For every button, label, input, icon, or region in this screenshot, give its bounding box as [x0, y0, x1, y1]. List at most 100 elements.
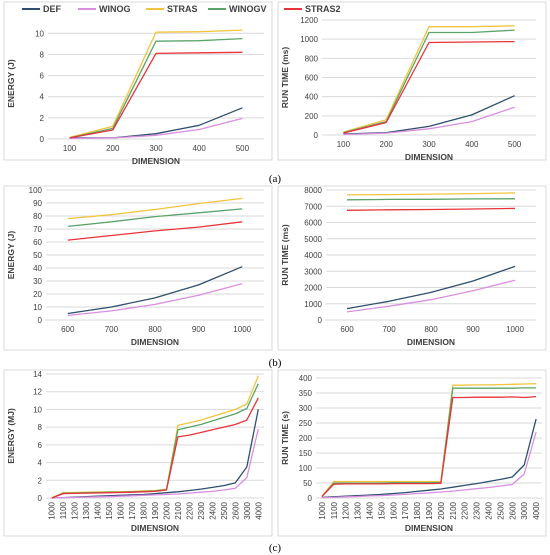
caption-a: (a) — [269, 173, 282, 185]
series-line-winogv — [321, 387, 537, 497]
x-tick-label: 1800 — [413, 501, 422, 519]
x-tick-label: 4000 — [532, 501, 541, 519]
x-tick-label: 1400 — [94, 501, 103, 519]
y-tick-label: 350 — [299, 389, 313, 398]
x-tick-label: 1300 — [82, 501, 91, 519]
series-line-winog — [51, 428, 259, 499]
y-tick-label: 0 — [308, 494, 313, 503]
y-tick-label: 20 — [33, 290, 42, 299]
x-tick-label: 2000 — [162, 501, 171, 519]
legend-item-stras2: STRAS2 — [284, 4, 341, 14]
x-tick-label: 2400 — [208, 501, 217, 519]
y-tick-label: 100 — [29, 186, 43, 195]
x-tick-label: 2400 — [484, 501, 493, 519]
y-tick-label: 30 — [33, 277, 42, 286]
x-tick-label: 100 — [337, 140, 351, 149]
series-line-def — [67, 266, 243, 315]
y-tick-label: 6 — [38, 441, 43, 450]
series-line-stras2 — [51, 397, 259, 499]
x-tick-label: 1600 — [117, 501, 126, 519]
series-line-stras — [69, 29, 243, 139]
y-tick-label: 6000 — [304, 219, 322, 228]
series-line-def — [346, 265, 516, 310]
x-tick-label: 700 — [105, 325, 119, 334]
x-tick-label: 4000 — [254, 501, 263, 519]
y-tick-label: 0 — [40, 135, 45, 144]
series-line-stras — [346, 192, 516, 196]
x-axis-title: DIMENSION — [131, 523, 179, 533]
y-tick-label: 0 — [38, 494, 43, 503]
panel-frame — [277, 1, 547, 161]
x-tick-label: 700 — [382, 325, 396, 334]
y-tick-label: 10 — [35, 29, 44, 38]
x-tick-label: 2100 — [174, 501, 183, 519]
y-tick-label: 40 — [33, 264, 42, 273]
y-tick-label: 300 — [299, 404, 313, 413]
x-tick-label: 100 — [63, 144, 77, 153]
x-tick-label: 1600 — [389, 501, 398, 519]
x-tick-label: 1700 — [401, 501, 410, 519]
legend-item-winogv: WINOGV — [208, 4, 267, 14]
y-tick-label: 4 — [40, 93, 45, 102]
legend-label: STRAS2 — [305, 4, 341, 14]
y-tick-label: 0 — [318, 316, 323, 325]
x-tick-label: 1900 — [151, 501, 160, 519]
series-line-winogv — [67, 208, 243, 228]
y-tick-label: 80 — [33, 212, 42, 221]
x-tick-label: 600 — [61, 325, 75, 334]
caption-b: (b) — [269, 357, 282, 369]
y-tick-label: 14 — [33, 370, 42, 379]
series-line-stras — [321, 383, 537, 497]
x-tick-label: 2300 — [197, 501, 206, 519]
x-tick-label: 1000 — [48, 501, 57, 519]
y-tick-label: 7000 — [304, 202, 322, 211]
series-line-winogv — [343, 29, 515, 134]
legend-label: WINOG — [99, 4, 131, 14]
x-tick-label: 400 — [465, 140, 479, 149]
y-tick-label: 800 — [305, 54, 319, 63]
panel-frame — [3, 369, 273, 537]
y-tick-label: 0 — [38, 316, 43, 325]
caption-c: (c) — [269, 542, 282, 554]
x-tick-label: 1200 — [342, 501, 351, 519]
series-line-winog — [67, 282, 243, 317]
y-tick-label: 0 — [314, 131, 319, 140]
chart-panel-6: 0 50 100 150 200 250 300 350 400 1000 1100 1200 1300… — [277, 369, 547, 537]
x-tick-label: 3000 — [520, 501, 529, 519]
legend-item-def: DEF — [22, 4, 62, 14]
x-tick-label: 1200 — [71, 501, 80, 519]
y-tick-label: 50 — [303, 479, 312, 488]
x-axis-title: DIMENSION — [405, 152, 453, 162]
x-tick-label: 2200 — [185, 501, 194, 519]
y-tick-label: 3000 — [304, 267, 322, 276]
y-axis-title: ENERGY (J) — [6, 231, 16, 280]
y-tick-label: 90 — [33, 199, 42, 208]
x-tick-label: 500 — [508, 140, 522, 149]
x-tick-label: 2500 — [496, 501, 505, 519]
y-axis-title: RUN TIME (ms) — [280, 224, 290, 286]
x-axis-title: DIMENSION — [405, 523, 453, 533]
x-tick-label: 200 — [106, 144, 120, 153]
x-tick-label: 1500 — [105, 501, 114, 519]
y-tick-label: 400 — [299, 374, 313, 383]
x-tick-label: 1900 — [425, 501, 434, 519]
x-tick-label: 500 — [236, 144, 250, 153]
series-line-stras2 — [321, 395, 537, 497]
series-line-winogv — [346, 198, 516, 201]
y-axis-title: ENERGY (J) — [6, 59, 16, 108]
y-tick-label: 8 — [40, 50, 45, 59]
y-tick-label: 10 — [33, 303, 42, 312]
x-tick-label: 1000 — [506, 325, 524, 334]
series-line-winog — [69, 117, 243, 140]
y-tick-label: 10 — [33, 405, 42, 414]
y-tick-label: 1000 — [304, 300, 322, 309]
series-line-def — [321, 418, 537, 499]
y-tick-label: 4000 — [304, 251, 322, 260]
x-tick-label: 3000 — [243, 501, 252, 519]
legend-item-winog: WINOG — [78, 4, 131, 14]
chart-panel-1: 0 2 4 6 8 10 100 200 300 400 500 DIMENSION ENERGY (J… — [3, 1, 273, 166]
legend-label: STRAS — [167, 4, 198, 14]
